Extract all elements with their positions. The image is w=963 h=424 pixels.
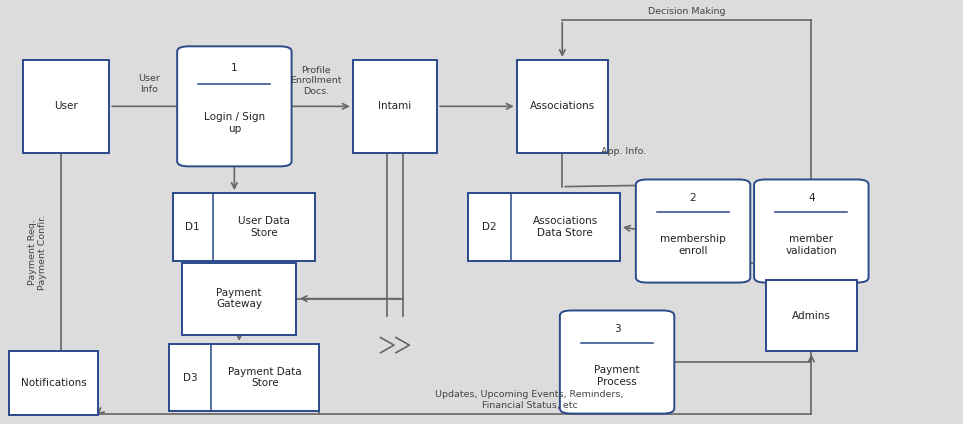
Text: User
Info: User Info [138, 74, 160, 94]
Text: D2: D2 [482, 222, 497, 232]
Text: 2: 2 [690, 193, 696, 204]
Text: Associations: Associations [530, 101, 595, 112]
Text: Admins: Admins [792, 310, 831, 321]
Text: membership
enroll: membership enroll [661, 234, 726, 256]
Bar [516, 60, 608, 153]
Text: Login / Sign
up: Login / Sign up [204, 112, 265, 134]
Bar [169, 344, 319, 411]
FancyBboxPatch shape [560, 310, 674, 413]
FancyBboxPatch shape [754, 179, 869, 282]
Text: Associations
Data Store: Associations Data Store [533, 216, 598, 237]
Bar [23, 60, 110, 153]
Text: User Data
Store: User Data Store [238, 216, 290, 237]
Text: Payment
Process: Payment Process [594, 365, 639, 387]
Bar [10, 351, 98, 415]
Bar [172, 193, 315, 261]
Text: 3: 3 [613, 324, 620, 335]
Text: D3: D3 [183, 373, 197, 383]
Text: Decision Making: Decision Making [648, 7, 725, 17]
Text: Payment
Gateway: Payment Gateway [216, 288, 262, 310]
Text: Intami: Intami [378, 101, 411, 112]
Text: Notifications: Notifications [21, 378, 87, 388]
Text: member
validation: member validation [786, 234, 837, 256]
Text: App. Info.: App. Info. [601, 147, 646, 156]
Bar [468, 193, 620, 261]
Text: 1: 1 [231, 63, 238, 73]
Text: Updates, Upcoming Events, Reminders,
Financial Status, etc: Updates, Upcoming Events, Reminders, Fin… [435, 391, 624, 410]
FancyBboxPatch shape [177, 46, 292, 166]
Text: User: User [54, 101, 78, 112]
Bar [766, 279, 857, 351]
Text: D1: D1 [186, 222, 200, 232]
Bar [352, 60, 437, 153]
Text: Profile
Enrollment
Docs.: Profile Enrollment Docs. [291, 66, 342, 96]
Bar [182, 263, 296, 335]
Text: Payment Req.
Payment Confir.: Payment Req. Payment Confir. [28, 215, 47, 290]
Text: Payment Data
Store: Payment Data Store [228, 367, 301, 388]
Text: 4: 4 [808, 193, 815, 204]
FancyBboxPatch shape [636, 179, 750, 282]
